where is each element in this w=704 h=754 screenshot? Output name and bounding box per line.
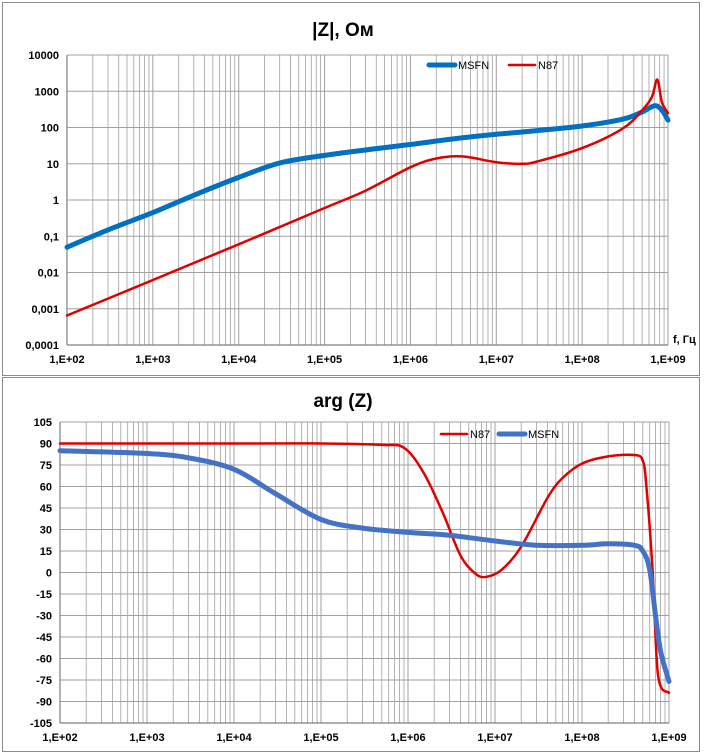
chart-title: arg (Z)	[313, 391, 372, 412]
impedance-phase-chart: arg (Z) 105 90 75 60 45 30 15 0 -15 -30 -45 -60 -75 -9…	[2, 377, 700, 752]
x-tick-label: 1,E+07	[477, 732, 512, 744]
series-line-msfn	[64, 103, 671, 250]
series-line-msfn	[57, 448, 672, 684]
y-tick-label: 1	[53, 195, 59, 207]
y-tick-label: 100	[41, 123, 59, 135]
y-tick-label: -15	[36, 589, 52, 601]
x-tick-label: 1,E+02	[49, 354, 84, 366]
legend-label-msfn: MSFN	[528, 429, 559, 441]
y-tick-label: -90	[36, 697, 52, 709]
x-tick-label: 1,E+05	[307, 354, 342, 366]
x-tick-label: 1,E+03	[135, 354, 170, 366]
y-tick-label: 45	[40, 503, 52, 515]
y-tick-label: 0,001	[31, 304, 59, 316]
y-tick-label: 30	[40, 525, 52, 537]
x-tick-label: 1,E+04	[216, 732, 252, 744]
y-tick-label: 1000	[35, 86, 59, 98]
y-tick-label: -75	[36, 675, 52, 687]
series-line-n87	[65, 78, 670, 317]
legend-label-msfn: MSFN	[458, 60, 489, 72]
y-tick-label: 105	[34, 417, 52, 429]
legend-label-n87: N87	[538, 60, 558, 72]
impedance-magnitude-plot: |Z|, Ом 0,0001 0,001 0,01 0,1 1 10 100 1000 10000…	[25, 20, 696, 366]
y-tick-label: -60	[36, 654, 52, 666]
x-tick-label: 1,E+07	[479, 354, 514, 366]
x-tick-label: 1,E+04	[221, 354, 257, 366]
x-tick-label: 1,E+09	[650, 354, 685, 366]
y-tick-label: 60	[40, 482, 52, 494]
y-tick-label: 90	[40, 439, 52, 451]
y-tick-label: 0	[46, 568, 52, 580]
x-tick-label: 1,E+06	[390, 732, 425, 744]
impedance-magnitude-chart: |Z|, Ом 0,0001 0,001 0,01 0,1 1 10 100 1000 10000…	[2, 2, 700, 376]
x-tick-label: 1,E+08	[565, 354, 600, 366]
y-tick-label: 10000	[28, 50, 59, 62]
series-line-n87	[58, 442, 671, 695]
y-tick-label: -45	[36, 632, 52, 644]
x-tick-label: 1,E+09	[651, 732, 686, 744]
x-tick-label: 1,E+02	[42, 732, 77, 744]
y-tick-label: 15	[40, 546, 52, 558]
x-tick-label: 1,E+08	[564, 732, 599, 744]
y-tick-label: 75	[40, 460, 52, 472]
x-tick-label: 1,E+05	[303, 732, 338, 744]
y-tick-label: 10	[47, 159, 59, 171]
y-tick-label: 0,01	[38, 268, 59, 280]
y-tick-label: -105	[30, 718, 52, 730]
y-tick-label: 0,1	[44, 231, 59, 243]
x-tick-label: 1,E+03	[129, 732, 164, 744]
legend-label-n87: N87	[470, 429, 490, 441]
x-tick-label: 1,E+06	[393, 354, 428, 366]
chart-title: |Z|, Ом	[312, 20, 374, 41]
x-axis-label: f, Гц	[673, 334, 696, 346]
y-tick-label: -30	[36, 611, 52, 623]
y-tick-label: 0,0001	[25, 340, 59, 352]
impedance-phase-plot: arg (Z) 105 90 75 60 45 30 15 0 -15 -30 -45 -60 -75 -9…	[30, 391, 687, 744]
